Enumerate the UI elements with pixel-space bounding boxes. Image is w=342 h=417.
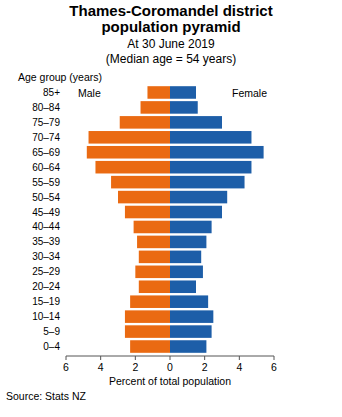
source: Source: Stats NZ <box>6 390 87 402</box>
x-tick-label: 0 <box>167 361 173 373</box>
bar-male <box>111 176 170 189</box>
bar-female <box>170 280 196 293</box>
bar-female <box>170 251 201 264</box>
x-tick-label: 6 <box>63 361 69 373</box>
bar-female <box>170 325 212 338</box>
bar-female <box>170 340 206 353</box>
bar-male <box>125 325 170 338</box>
bars <box>87 86 264 353</box>
title: Thames-Coromandel districtpopulation pyr… <box>69 2 272 35</box>
bar-female <box>170 101 198 114</box>
x-tick <box>66 356 67 360</box>
bar-male <box>87 146 170 159</box>
x-tick-label: 2 <box>132 361 138 373</box>
bar-male <box>147 86 170 99</box>
category-label: 45–49 <box>32 207 60 218</box>
bar-male <box>125 206 170 219</box>
series-label: Female <box>232 87 267 99</box>
subtitle: At 30 June 2019 <box>127 37 215 51</box>
x-tick-label: 4 <box>98 361 104 373</box>
bar-female <box>170 236 206 249</box>
bar-female <box>170 191 227 204</box>
y-axis-label: Age group (years) <box>18 71 102 83</box>
category-label: 55–59 <box>32 177 60 188</box>
bar-male <box>130 340 170 353</box>
category-label: 80–84 <box>32 102 60 113</box>
bar-female <box>170 221 212 234</box>
bar-male <box>134 221 170 234</box>
bar-male <box>137 236 170 249</box>
series-label: Male <box>78 87 101 99</box>
bar-male <box>139 280 170 293</box>
bar-male <box>118 191 170 204</box>
x-tick <box>170 356 171 360</box>
bar-male <box>139 251 170 264</box>
x-tick <box>204 356 205 360</box>
annotation: (Median age = 54 years) <box>106 52 236 66</box>
category-label: 20–24 <box>32 281 60 292</box>
x-tick-label: 4 <box>236 361 242 373</box>
x-tick-label: 2 <box>202 361 208 373</box>
category-label: 30–34 <box>32 251 60 262</box>
category-label: 0–4 <box>43 341 60 352</box>
bar-male <box>141 101 170 114</box>
x-axis-label: Percent of total population <box>109 375 231 387</box>
category-label: 75–79 <box>32 117 60 128</box>
x-tick <box>100 356 101 360</box>
category-label: 50–54 <box>32 192 60 203</box>
x-tick <box>135 356 136 360</box>
bar-male <box>95 161 170 174</box>
bar-female <box>170 161 251 174</box>
x-tick-label: 6 <box>271 361 277 373</box>
bar-male <box>125 310 170 323</box>
category-label: 15–19 <box>32 296 60 307</box>
bar-female <box>170 116 222 129</box>
bar-female <box>170 206 222 219</box>
category-label: 85+ <box>43 87 60 98</box>
title-group: Thames-Coromandel districtpopulation pyr… <box>69 2 272 35</box>
bar-female <box>170 131 251 144</box>
x-tick <box>274 356 275 360</box>
bar-female <box>170 146 264 159</box>
bar-male <box>120 116 170 129</box>
category-label: 40–44 <box>32 221 60 232</box>
category-label: 10–14 <box>32 311 60 322</box>
bar-male <box>130 295 170 308</box>
bar-female <box>170 310 213 323</box>
bar-female <box>170 266 203 279</box>
bar-female <box>170 176 245 189</box>
category-label: 70–74 <box>32 132 60 143</box>
category-label: 65–69 <box>32 147 60 158</box>
bar-male <box>89 131 170 144</box>
x-tick <box>239 356 240 360</box>
title-line: Thames-Coromandel district <box>69 2 272 19</box>
bar-female <box>170 86 196 99</box>
chart: Thames-Coromandel districtpopulation pyr… <box>0 0 342 417</box>
title-line: population pyramid <box>101 18 240 35</box>
bar-male <box>135 266 170 279</box>
bar-female <box>170 295 208 308</box>
category-label: 25–29 <box>32 266 60 277</box>
category-label: 35–39 <box>32 236 60 247</box>
category-label: 60–64 <box>32 162 60 173</box>
category-label: 5–9 <box>43 326 60 337</box>
